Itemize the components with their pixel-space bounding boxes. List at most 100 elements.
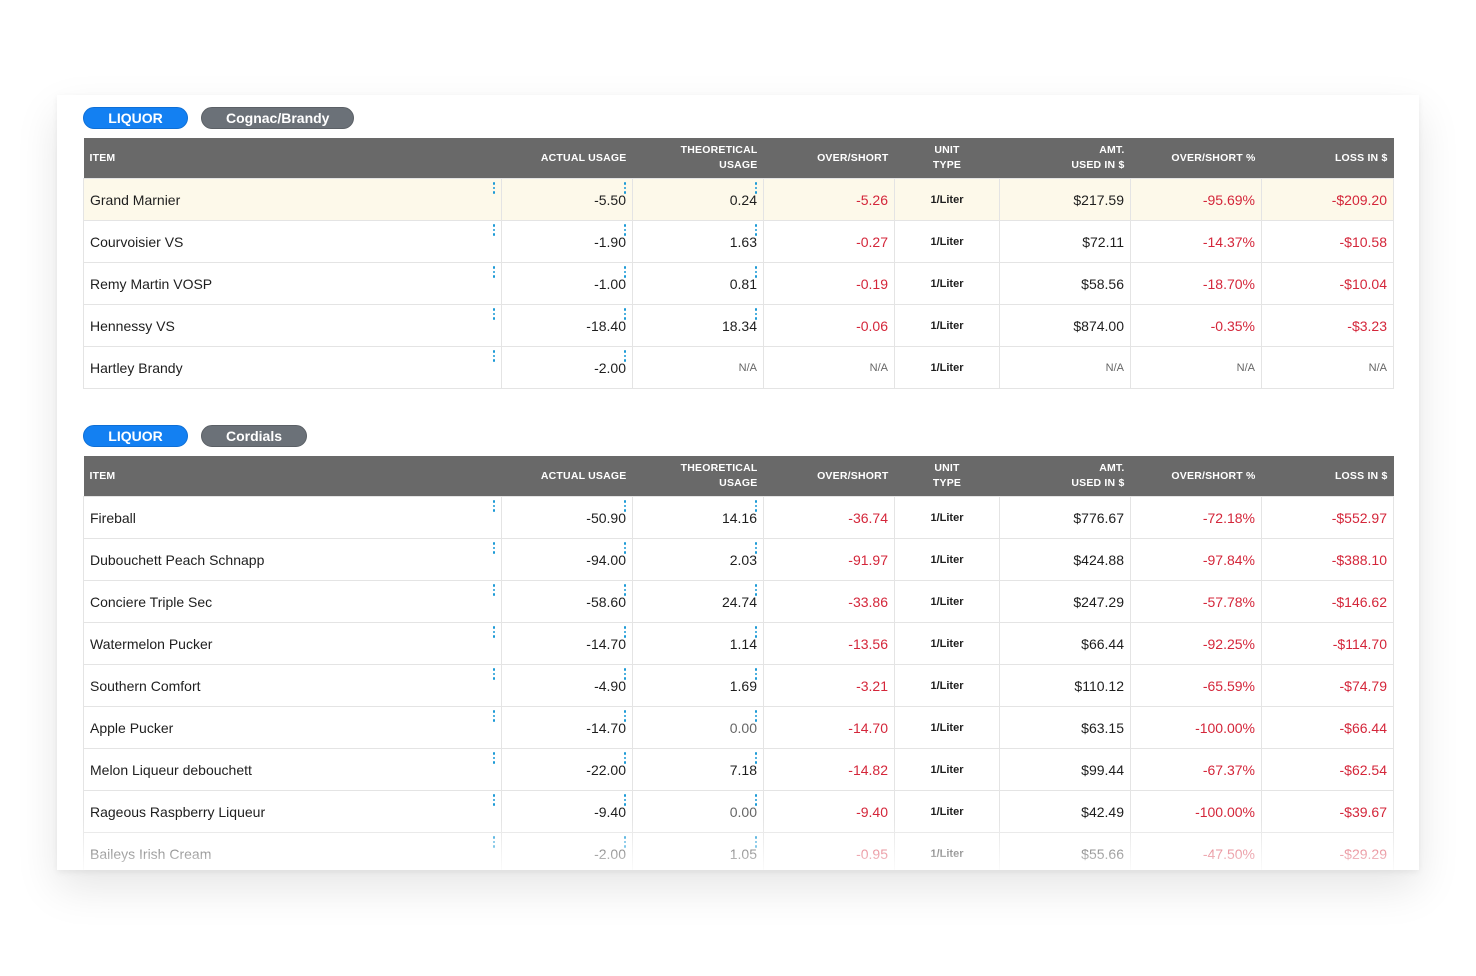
more-options-icon[interactable]: [754, 836, 758, 850]
item-name: Remy Martin VOSP: [90, 275, 213, 292]
more-options-icon[interactable]: [754, 182, 758, 196]
more-options-icon[interactable]: [623, 182, 627, 196]
column-header-unit-type[interactable]: UNIT TYPE: [894, 456, 1000, 497]
actual-usage-value: -50.90: [586, 509, 626, 526]
more-options-icon[interactable]: [754, 224, 758, 238]
table-row[interactable]: Remy Martin VOSP -1.00 0.81 -0.19 1/Liter $58…: [83, 262, 1394, 305]
more-options-icon[interactable]: [623, 752, 627, 766]
subcategory-tag[interactable]: Cordials: [201, 425, 308, 447]
column-header-label: LOSS IN $: [1334, 469, 1388, 482]
cell-unit-type: 1/Liter: [894, 748, 1000, 791]
more-options-icon[interactable]: [623, 308, 627, 322]
more-options-icon[interactable]: [623, 836, 627, 850]
table-row[interactable]: Watermelon Pucker -14.70 1.14 -13.56 1/Liter…: [83, 622, 1394, 665]
more-options-icon[interactable]: [623, 710, 627, 724]
column-header-unit-type[interactable]: UNIT TYPE: [894, 138, 1000, 179]
more-options-icon[interactable]: [492, 182, 496, 196]
column-header-amt-used[interactable]: AMT. USED IN $: [999, 456, 1131, 497]
category-tag[interactable]: LIQUOR: [83, 107, 188, 129]
table-row[interactable]: Hennessy VS -18.40 18.34 -0.06 1/Liter $874.0…: [83, 304, 1394, 347]
more-options-icon[interactable]: [623, 668, 627, 682]
more-options-icon[interactable]: [492, 668, 496, 682]
more-options-icon[interactable]: [754, 542, 758, 556]
more-options-icon[interactable]: [754, 752, 758, 766]
more-options-icon[interactable]: [492, 224, 496, 238]
table-row[interactable]: Dubouchett Peach Schnapp -94.00 2.03 -91.97…: [83, 538, 1394, 581]
cell-unit-type: 1/Liter: [894, 790, 1000, 833]
column-header-actual-usage[interactable]: ACTUAL USAGE: [501, 456, 633, 497]
table-row[interactable]: Southern Comfort -4.90 1.69 -3.21 1/Liter $11…: [83, 664, 1394, 707]
category-tag[interactable]: LIQUOR: [83, 425, 188, 447]
table-row[interactable]: Apple Pucker -14.70 0.00 -14.70 1/Liter $63.1…: [83, 706, 1394, 749]
cell-unit-type: 1/Liter: [894, 538, 1000, 581]
cell-amt-used: $217.59: [999, 178, 1131, 221]
cell-item: Rageous Raspberry Liqueur: [83, 790, 502, 833]
more-options-icon[interactable]: [754, 266, 758, 280]
cell-actual-usage: -4.90: [501, 664, 633, 707]
cell-unit-type: 1/Liter: [894, 220, 1000, 263]
cell-theoretical-usage: 24.74: [632, 580, 764, 623]
table-row[interactable]: Hartley Brandy -2.00 N/A N/A 1/Liter N/A N/A N/…: [83, 346, 1394, 389]
more-options-icon[interactable]: [623, 350, 627, 364]
column-header-loss[interactable]: LOSS IN $: [1261, 138, 1394, 179]
column-header-theoretical-usage[interactable]: THEORETICAL USAGE: [632, 456, 764, 497]
more-options-icon[interactable]: [623, 224, 627, 238]
column-header-item[interactable]: ITEM: [83, 456, 502, 497]
table-row[interactable]: Courvoisier VS -1.90 1.63 -0.27 1/Liter $72.1…: [83, 220, 1394, 263]
more-options-icon[interactable]: [623, 500, 627, 514]
table-row[interactable]: Conciere Triple Sec -58.60 24.74 -33.86 1/Li…: [83, 580, 1394, 623]
table-row[interactable]: Rageous Raspberry Liqueur -9.40 0.00 -9.40 1…: [83, 790, 1394, 833]
more-options-icon[interactable]: [492, 308, 496, 322]
more-options-icon[interactable]: [492, 350, 496, 364]
table-row[interactable]: Fireball -50.90 14.16 -36.74 1/Liter $776.67-…: [83, 496, 1394, 539]
actual-usage-value: -14.70: [586, 635, 626, 652]
column-header-label: ACTUAL USAGE: [540, 151, 627, 164]
more-options-icon[interactable]: [754, 710, 758, 724]
theoretical-usage-value: 24.74: [721, 593, 757, 610]
more-options-icon[interactable]: [492, 500, 496, 514]
more-options-icon[interactable]: [492, 266, 496, 280]
more-options-icon[interactable]: [623, 542, 627, 556]
more-options-icon[interactable]: [623, 266, 627, 280]
more-options-icon[interactable]: [623, 626, 627, 640]
more-options-icon[interactable]: [754, 794, 758, 808]
more-options-icon[interactable]: [754, 500, 758, 514]
usage-table: ITEM ACTUAL USAGE THEORETICAL USAGE OVER/SHO…: [83, 138, 1394, 389]
cell-over-short-pct: -57.78%: [1130, 580, 1262, 623]
more-options-icon[interactable]: [754, 584, 758, 598]
more-options-icon[interactable]: [492, 710, 496, 724]
actual-usage-value: -14.70: [586, 719, 626, 736]
table-row[interactable]: Grand Marnier -5.50 0.24 -5.26 1/Liter $217.5…: [83, 178, 1394, 221]
column-header-over-short-pct[interactable]: OVER/SHORT %: [1130, 138, 1262, 179]
more-options-icon[interactable]: [492, 626, 496, 640]
column-header-over-short-pct[interactable]: OVER/SHORT %: [1130, 456, 1262, 497]
column-header-amt-used[interactable]: AMT. USED IN $: [999, 138, 1131, 179]
more-options-icon[interactable]: [754, 668, 758, 682]
more-options-icon[interactable]: [492, 794, 496, 808]
column-header-item[interactable]: ITEM: [83, 138, 502, 179]
subcategory-tag[interactable]: Cognac/Brandy: [201, 107, 355, 129]
column-header-actual-usage[interactable]: ACTUAL USAGE: [501, 138, 633, 179]
cell-over-short: -0.27: [763, 220, 895, 263]
more-options-icon[interactable]: [492, 836, 496, 850]
cell-over-short-pct: -18.70%: [1130, 262, 1262, 305]
column-header-label: THEORETICAL: [680, 462, 758, 474]
item-name: Courvoisier VS: [90, 233, 184, 250]
column-header-over-short[interactable]: OVER/SHORT: [763, 138, 895, 179]
more-options-icon[interactable]: [492, 542, 496, 556]
more-options-icon[interactable]: [492, 752, 496, 766]
cell-actual-usage: -14.70: [501, 706, 633, 749]
more-options-icon[interactable]: [492, 584, 496, 598]
more-options-icon[interactable]: [754, 626, 758, 640]
table-row[interactable]: Baileys Irish Cream -2.00 1.05 -0.95 1/Liter…: [83, 832, 1394, 870]
item-name: Rageous Raspberry Liqueur: [90, 803, 266, 820]
column-header-theoretical-usage[interactable]: THEORETICAL USAGE: [632, 138, 764, 179]
table-header-row: ITEM ACTUAL USAGE THEORETICAL USAGE OVER/SHO…: [83, 456, 1394, 497]
actual-usage-value: -58.60: [586, 593, 626, 610]
column-header-over-short[interactable]: OVER/SHORT: [763, 456, 895, 497]
more-options-icon[interactable]: [623, 794, 627, 808]
more-options-icon[interactable]: [623, 584, 627, 598]
more-options-icon[interactable]: [754, 308, 758, 322]
column-header-loss[interactable]: LOSS IN $: [1261, 456, 1394, 497]
table-row[interactable]: Melon Liqueur debouchett -22.00 7.18 -14.82…: [83, 748, 1394, 791]
